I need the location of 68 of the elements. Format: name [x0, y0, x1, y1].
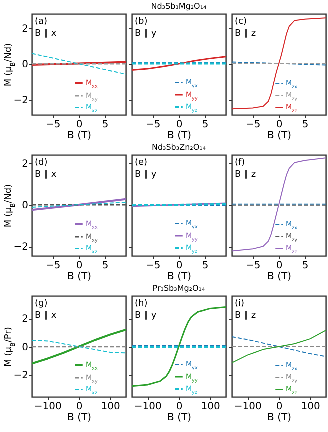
chart-title: Pr₃Sb₃Mg₂O₁₄: [152, 284, 206, 293]
line-series: [32, 328, 126, 365]
x-tick-label: 0: [276, 120, 283, 130]
x-tick-label: −5: [146, 260, 161, 272]
annotation: B ∥ z: [235, 29, 256, 39]
x-tick-label: −5: [146, 120, 161, 130]
x-tick-label: 5: [102, 260, 109, 272]
annotation: (c): [235, 17, 247, 27]
chart-title: Nd₃Sb₃Zn₂O₁₄: [152, 143, 206, 152]
x-axis-title: B (T): [168, 272, 192, 282]
chart-title: Nd₃Sb₃Mg₂O₁₄: [151, 2, 207, 11]
x-tick-label: 0: [76, 120, 83, 130]
x-tick-label: −5: [46, 260, 61, 272]
annotation: B ∥ x: [35, 29, 58, 39]
annotation: B ∥ y: [135, 29, 158, 39]
x-tick-label: 5: [202, 120, 209, 130]
x-tick-label: 100: [301, 402, 320, 412]
x-tick-label: 5: [302, 120, 309, 130]
annotation: (h): [135, 299, 148, 309]
x-tick-label: −100: [234, 402, 262, 412]
y-tick-label: 0: [22, 200, 28, 212]
y-tick-label: −2: [14, 95, 28, 106]
annotation: B ∥ y: [135, 311, 158, 321]
x-tick-label: 0: [176, 120, 183, 130]
x-tick-label: 5: [202, 260, 209, 272]
annotation: B ∥ z: [235, 170, 256, 180]
x-tick-label: −100: [134, 402, 162, 412]
x-tick-label: 0: [76, 260, 83, 272]
x-tick-label: 0: [176, 260, 183, 272]
y-tick-label: 2: [22, 314, 28, 326]
x-axis-title: B (T): [268, 412, 292, 424]
y-tick-label: 2: [22, 24, 28, 35]
x-axis-title: B (T): [68, 272, 92, 282]
x-tick-label: 5: [102, 120, 109, 130]
annotation: (a): [35, 17, 48, 27]
x-axis-title: B (T): [68, 412, 92, 424]
x-tick-label: −5: [246, 260, 261, 272]
x-tick-label: 0: [276, 402, 283, 412]
x-tick-label: −5: [246, 120, 261, 130]
y-tick-label: 0: [22, 60, 28, 71]
x-axis-title: B (T): [168, 412, 192, 424]
annotation: (d): [35, 158, 48, 168]
x-tick-label: 100: [201, 402, 220, 412]
x-axis-title: B (T): [68, 130, 92, 142]
annotation: (e): [135, 158, 148, 168]
x-axis-title: B (T): [268, 130, 292, 142]
x-tick-label: 0: [76, 402, 83, 412]
x-tick-label: −100: [34, 402, 62, 412]
annotation: B ∥ x: [35, 311, 58, 321]
y-tick-label: 2: [22, 158, 28, 170]
annotation: (g): [35, 299, 48, 309]
x-axis-title: B (T): [168, 130, 192, 142]
annotation: B ∥ y: [135, 170, 158, 180]
x-tick-label: −5: [46, 120, 61, 130]
annotation: (f): [235, 158, 246, 168]
x-tick-label: 0: [176, 402, 183, 412]
y-tick-label: 0: [22, 342, 28, 354]
x-tick-label: 0: [276, 260, 283, 272]
annotation: (i): [235, 299, 245, 309]
line-series: [32, 340, 126, 354]
annotation: (b): [135, 17, 148, 27]
x-tick-label: 5: [302, 260, 309, 272]
y-tick-label: −2: [14, 242, 28, 254]
y-tick-label: −2: [14, 370, 28, 382]
x-axis-title: B (T): [268, 272, 292, 282]
x-tick-label: 100: [101, 402, 120, 412]
annotation: B ∥ z: [235, 311, 256, 321]
annotation: B ∥ x: [35, 170, 58, 180]
